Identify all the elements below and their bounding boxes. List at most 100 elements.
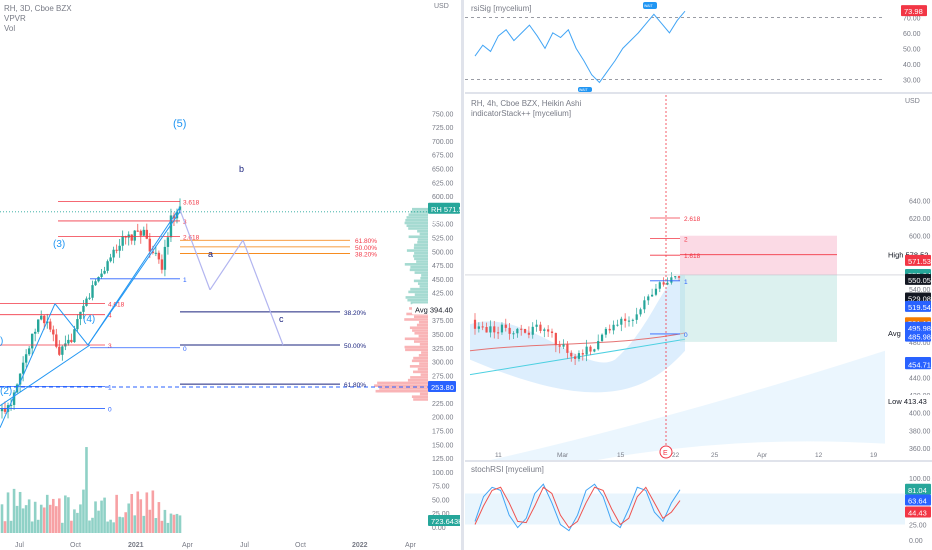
volume-profile-bar — [410, 265, 428, 269]
fib-level-label: 1.618 — [684, 253, 701, 260]
volume-profile-bar — [413, 254, 428, 258]
rsi-pane[interactable]: 70.00 60.00 50.00 40.00 30.00 WAIT WAIT 73.98 r… — [465, 0, 932, 92]
volume-bar — [45, 494, 49, 533]
candle-body — [489, 326, 492, 333]
candle-body — [0, 408, 4, 412]
price-tick-label: 200.00 — [432, 415, 454, 422]
price-tick-label: 400.00 — [909, 411, 931, 418]
volume-profile-bar — [379, 387, 428, 390]
candle-body — [643, 300, 646, 310]
time-tick-label: 2022 — [352, 542, 368, 549]
price-value-tag: 571.53 — [908, 257, 931, 266]
wave-label: ) — [0, 336, 3, 347]
stoch-tick-label: 100.00 — [909, 476, 931, 483]
wave-line — [0, 303, 56, 428]
candle-body — [100, 273, 103, 277]
left-chart-canvas[interactable]: USD 750.00 725.00 700.00 675.00 650.00 625.00 6… — [0, 0, 460, 550]
volume-bar — [3, 521, 7, 533]
avg-tag: Avg — [888, 329, 901, 338]
volume-bar — [36, 519, 40, 533]
pane-separator[interactable] — [465, 460, 932, 462]
price-tick-label: 300.00 — [432, 360, 454, 367]
volume-bar — [12, 488, 16, 533]
candle-body — [9, 404, 13, 406]
candle-body — [148, 238, 152, 252]
volume-bar — [163, 509, 167, 533]
candle-body — [512, 333, 515, 335]
pane-separator[interactable] — [461, 0, 464, 550]
volume-profile-bar — [417, 367, 428, 371]
volume-profile-bar — [414, 257, 428, 261]
time-tick-label: 12 — [815, 452, 823, 459]
main-chart-canvas[interactable]: USD640.00620.00600.00580.00560.00540.005… — [465, 95, 932, 460]
projection-line — [242, 240, 284, 346]
candle-body — [508, 327, 511, 334]
volume-profile-bar — [377, 381, 428, 385]
candle-body — [79, 311, 82, 320]
volume-profile-bar — [411, 359, 428, 363]
volume-profile-bar — [413, 279, 428, 283]
volume-bar — [18, 491, 22, 533]
candle-body — [91, 285, 94, 298]
candle-body — [500, 324, 504, 333]
candle-body — [12, 392, 16, 405]
candle-body — [527, 332, 530, 335]
volume-profile-bar — [419, 343, 428, 346]
wave-label: (4) — [83, 314, 95, 325]
candle-body — [18, 373, 22, 385]
vpvr-label: VPVR — [4, 14, 26, 23]
volume-bar — [121, 517, 124, 533]
pane-separator[interactable] — [465, 92, 932, 94]
price-value-tag: 495.98 — [908, 324, 931, 333]
volume-bar — [100, 500, 103, 533]
volume-bar — [48, 504, 52, 533]
volume-bar — [145, 492, 149, 533]
unit-label: USD — [434, 3, 449, 10]
candle-body — [40, 315, 43, 320]
projection-line — [209, 239, 244, 291]
time-tick-label: Oct — [70, 542, 81, 549]
stoch-line — [474, 483, 681, 532]
rsi-canvas[interactable]: 70.00 60.00 50.00 40.00 30.00 WAIT WAIT 73.98 — [465, 0, 932, 92]
price-tick-label: 600.00 — [909, 234, 931, 241]
volume-bar — [51, 498, 55, 533]
volume-bar — [130, 494, 134, 533]
price-tick-label: 525.00 — [432, 235, 454, 242]
stoch-value-tag-bg — [905, 506, 931, 518]
candle-body — [30, 333, 34, 349]
volume-bar — [133, 515, 137, 533]
correction-label: 50.00% — [344, 343, 366, 350]
price-tick-label: 275.00 — [432, 373, 454, 380]
left-chart-title: RH, 3D, Cboe BZX — [4, 4, 72, 13]
volume-profile-bar — [414, 271, 428, 274]
volume-profile-bar — [406, 249, 428, 252]
rsi-tick-label: 40.00 — [903, 62, 921, 69]
fib-level-label: 0 — [684, 332, 688, 339]
volume-profile-bar — [408, 235, 428, 239]
volume-bar — [106, 521, 109, 533]
price-tick-label: 600.00 — [432, 194, 454, 201]
volume-bar — [85, 447, 88, 533]
main-chart-pane[interactable]: USD640.00620.00600.00580.00560.00540.005… — [465, 95, 932, 460]
volume-profile-bar — [419, 392, 428, 396]
volume-bar — [151, 490, 155, 533]
volume-bar — [103, 497, 106, 533]
candle-body — [670, 277, 673, 283]
candle-body — [554, 332, 557, 346]
stoch-pane[interactable]: 100.0075.0050.0025.000.0081.0463.6444.43… — [465, 462, 932, 550]
volume-profile-bar — [410, 210, 428, 214]
volume-bar — [73, 509, 76, 533]
time-tick-label: Jul — [240, 542, 249, 549]
price-tick-label: 75.00 — [432, 484, 450, 491]
candle-body — [151, 251, 155, 253]
stoch-line — [474, 486, 681, 529]
ichimoku-cloud — [490, 350, 885, 460]
volume-label: Vol — [4, 24, 16, 33]
rsi-marker-bottom — [578, 87, 592, 92]
price-tick-label: 175.00 — [432, 428, 454, 435]
candle-body — [94, 281, 97, 286]
avg-tag: Avg 394.40 — [415, 305, 453, 314]
left-chart-pane[interactable]: USD 750.00 725.00 700.00 675.00 650.00 625.00 6… — [0, 0, 460, 550]
volume-profile-bar — [410, 287, 428, 291]
